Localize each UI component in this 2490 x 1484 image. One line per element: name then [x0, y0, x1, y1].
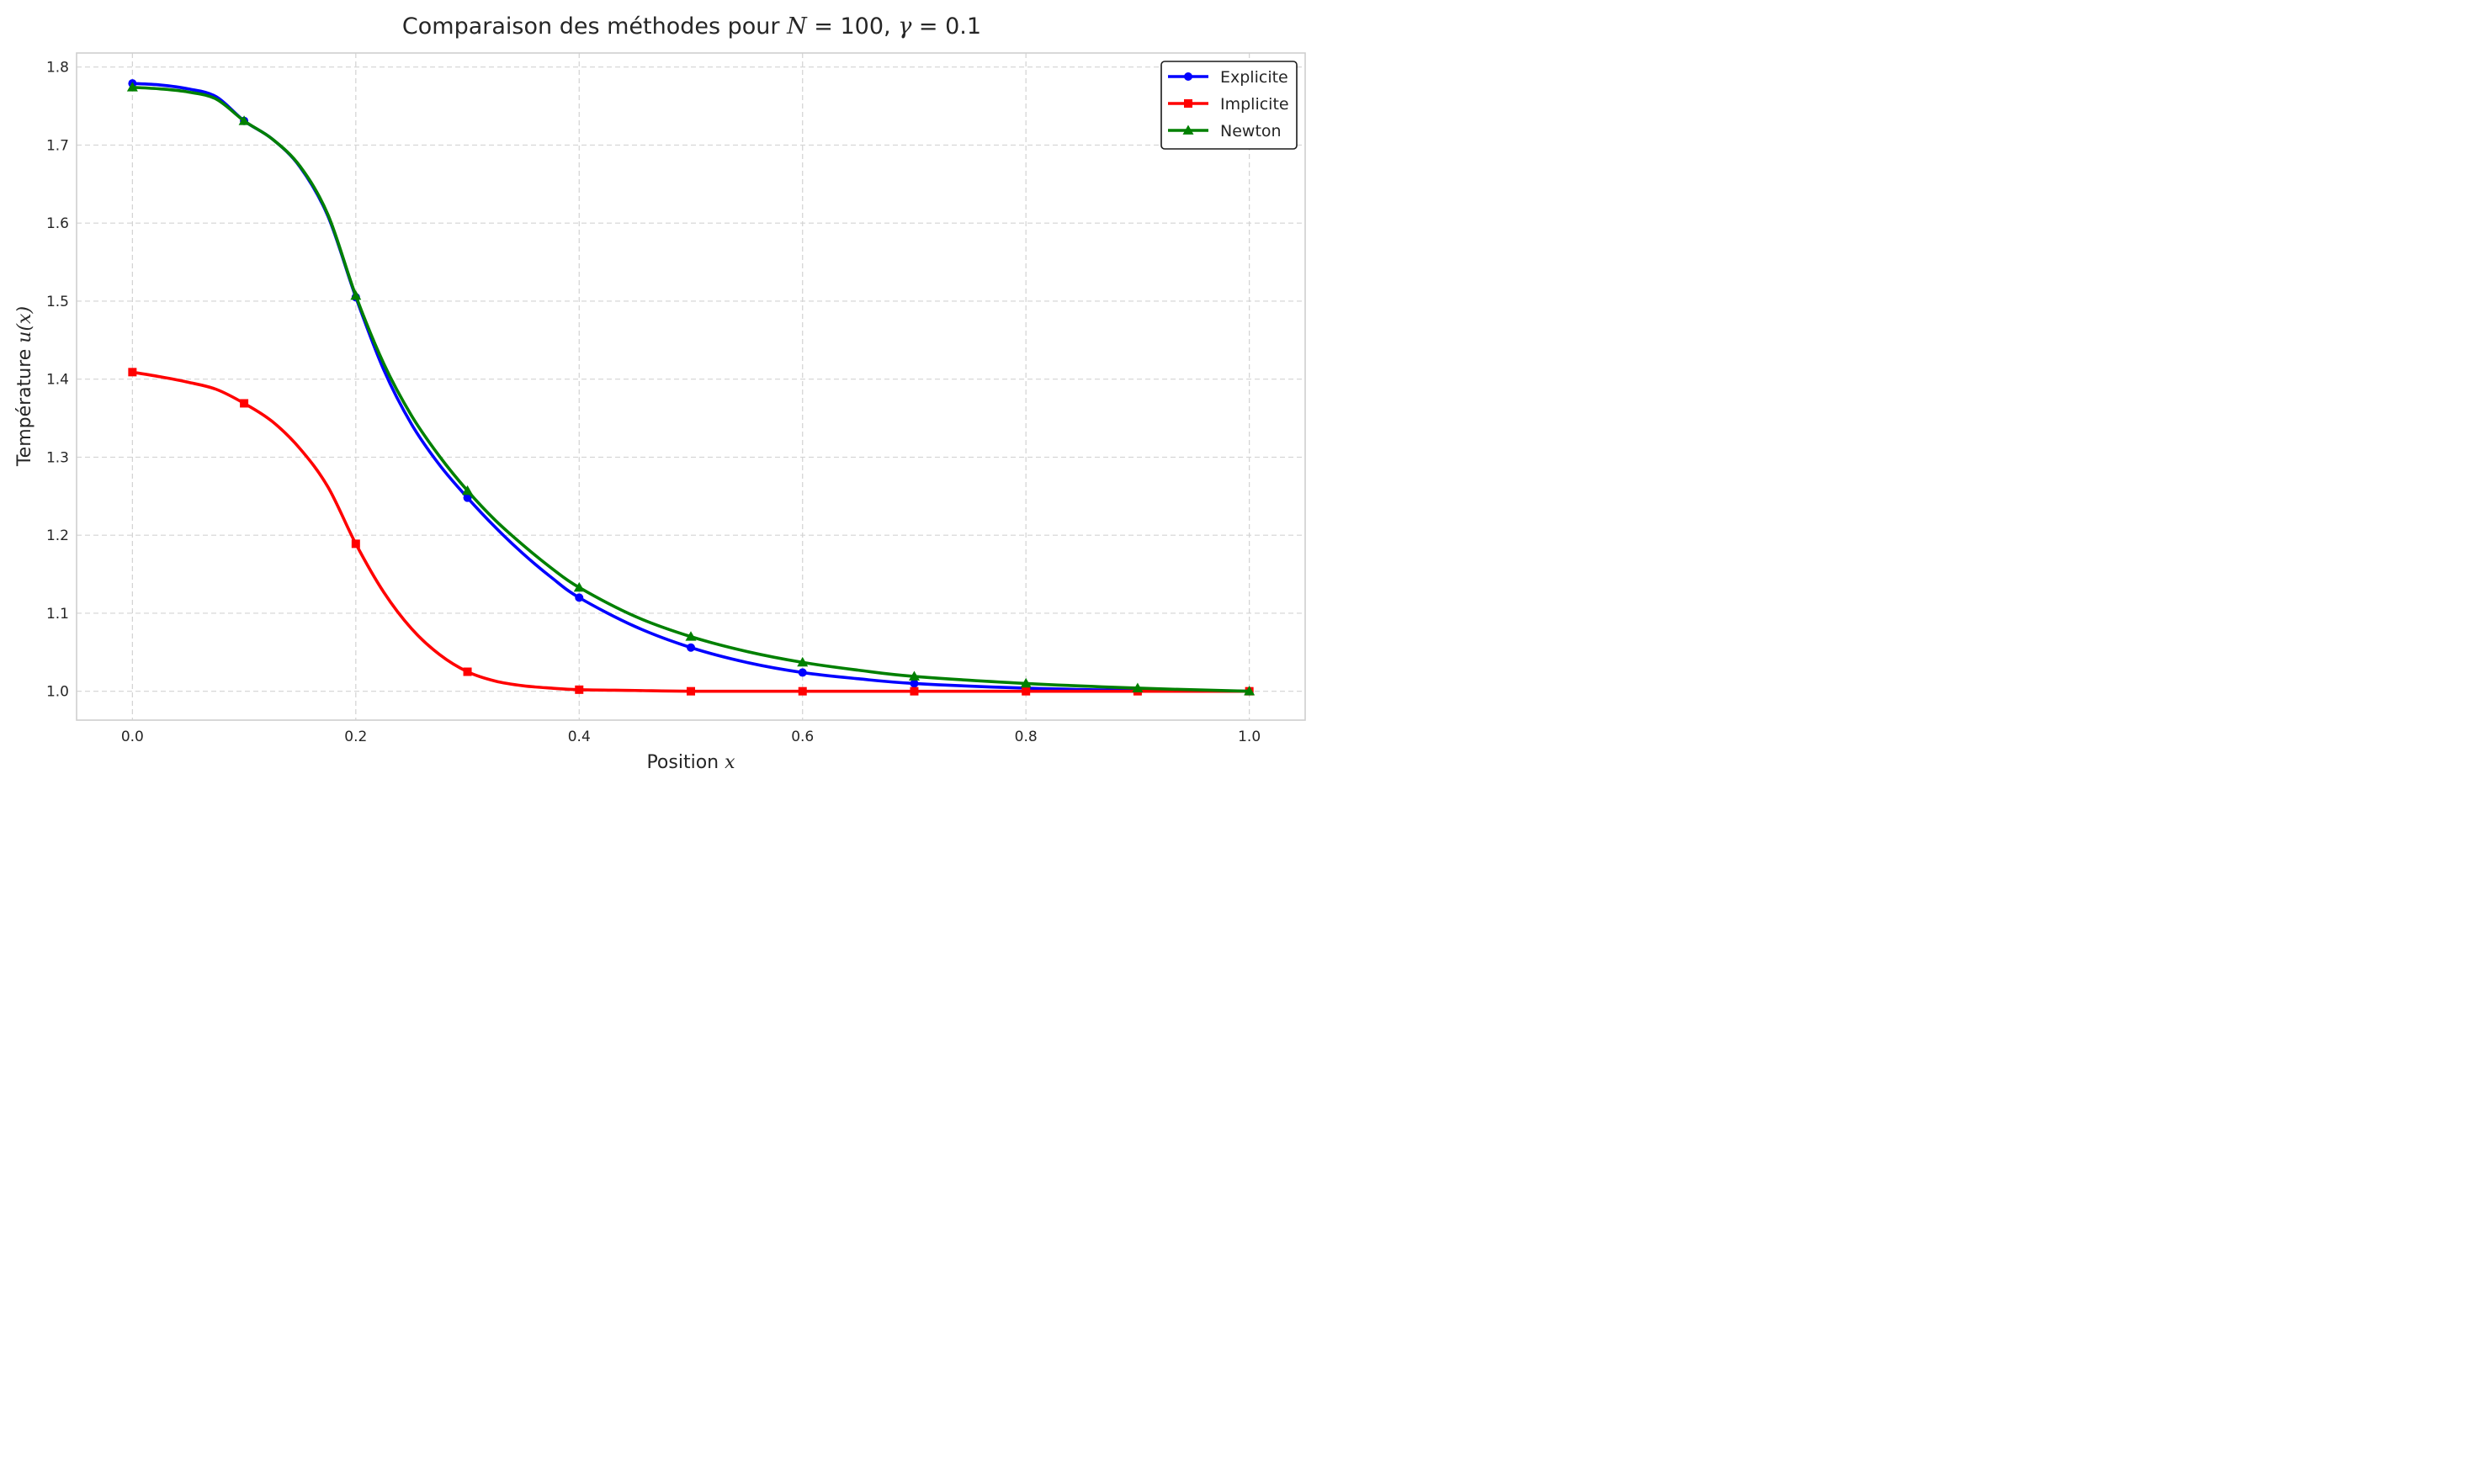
chart-title: Comparaison des méthodes pour N = 100, γ… [402, 13, 981, 40]
data-point-implicite [463, 667, 472, 676]
x-tick-label: 1.0 [1238, 729, 1261, 745]
y-tick-label: 1.2 [46, 527, 69, 544]
x-axis-label: Position x [646, 752, 735, 773]
data-point-newton [126, 82, 138, 92]
x-tick-label: 0.6 [791, 729, 814, 745]
y-tick-label: 1.4 [46, 372, 69, 389]
data-point-newton [908, 670, 920, 681]
x-axis-ticks: 0.0 0.2 0.4 0.6 0.8 1.0 [121, 729, 1261, 745]
legend-item-implicite: Implicite [1168, 95, 1289, 114]
data-point-implicite [575, 685, 584, 694]
data-point-newton [1244, 686, 1256, 696]
legend-item-newton: Newton [1168, 122, 1282, 140]
x-tick-label: 0.8 [1015, 729, 1038, 745]
line-chart: Comparaison des méthodes pour N = 100, γ… [0, 0, 1319, 787]
y-axis-label: Température u(x) [14, 306, 35, 467]
legend-marker-explicite [1184, 72, 1192, 81]
data-point-explicite [910, 679, 919, 688]
data-point-newton [238, 115, 250, 125]
plot-frame [76, 52, 1306, 721]
data-point-newton [1020, 677, 1032, 688]
y-tick-label: 1.5 [46, 294, 69, 310]
x-tick-label: 0.2 [344, 729, 367, 745]
y-tick-label: 1.3 [46, 449, 69, 466]
data-point-implicite [798, 686, 807, 696]
legend-item-explicite: Explicite [1168, 68, 1288, 87]
data-point-implicite [240, 399, 249, 408]
data-point-newton [350, 289, 362, 300]
data-point-newton [1132, 682, 1144, 692]
legend-box [1160, 61, 1298, 150]
y-tick-label: 1.1 [46, 606, 69, 623]
legend-label-newton: Newton [1220, 122, 1282, 140]
data-point-explicite [687, 643, 695, 652]
y-axis-ticks: 1.0 1.1 1.2 1.3 1.4 1.5 1.6 1.7 1.8 [46, 60, 69, 701]
data-point-implicite [910, 686, 919, 696]
data-point-implicite [128, 368, 137, 377]
series-line-newton [130, 86, 1251, 693]
data-point-explicite [463, 493, 472, 502]
data-point-newton [797, 656, 809, 667]
data-point-explicite [575, 593, 584, 602]
legend-label-implicite: Implicite [1220, 95, 1289, 114]
y-tick-label: 1.7 [46, 137, 69, 154]
data-point-implicite [687, 686, 695, 696]
x-tick-label: 0.4 [568, 729, 591, 745]
legend-marker-implicite [1184, 99, 1192, 108]
legend-label-explicite: Explicite [1220, 68, 1288, 87]
y-tick-label: 1.8 [46, 60, 69, 77]
data-point-implicite [1022, 686, 1031, 696]
y-tick-label: 1.0 [46, 684, 69, 701]
data-point-explicite [798, 668, 807, 677]
chart-container: Comparaison des méthodes pour N = 100, γ… [0, 0, 1319, 787]
y-tick-label: 1.6 [46, 215, 69, 232]
x-tick-label: 0.0 [121, 729, 144, 745]
series-layer [126, 79, 1256, 696]
series-newton [126, 82, 1256, 696]
data-point-newton [573, 581, 585, 592]
data-point-newton [685, 631, 697, 641]
legend: Explicite Implicite Newton [1160, 61, 1298, 150]
data-point-newton [462, 485, 474, 496]
chart-background [0, 0, 1319, 787]
legend-marker-newton [1182, 125, 1194, 135]
data-point-implicite [351, 539, 360, 549]
